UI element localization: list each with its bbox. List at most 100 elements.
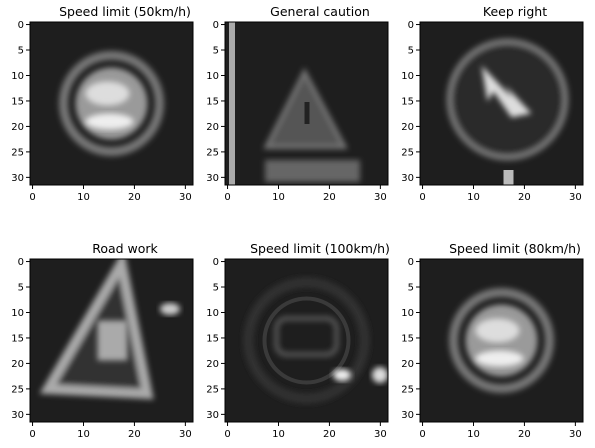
x-tick-label: 0 <box>224 192 230 203</box>
x-tick-label: 20 <box>128 192 141 203</box>
panel-title: Speed limit (80km/h) <box>449 241 581 256</box>
y-tick-label: 30 <box>206 173 219 184</box>
x-tick-label: 10 <box>272 429 285 440</box>
sign-exclamation <box>304 102 310 124</box>
y-tick-label: 20 <box>11 122 24 133</box>
y-tick-label: 0 <box>213 20 219 31</box>
sign-arrow <box>481 65 532 118</box>
y-tick-label: 0 <box>408 257 414 268</box>
y-tick-label: 10 <box>206 71 219 82</box>
axes-frame <box>29 21 194 186</box>
y-tick-label: 25 <box>401 384 414 395</box>
light-spot <box>333 369 351 381</box>
axes-frame <box>224 21 389 186</box>
x-tick-label: 30 <box>179 429 192 440</box>
y-tick-label: 25 <box>206 384 219 395</box>
axes-0: 0 5 10 15 20 25 30 0 10 20 30 <box>11 20 194 203</box>
sign-pole <box>503 170 514 185</box>
y-tick-label: 30 <box>11 410 24 421</box>
sign-inner-ring <box>262 296 351 385</box>
sign-digits-glow <box>475 318 520 343</box>
y-tick-label: 25 <box>11 147 24 158</box>
sign-plate <box>265 160 360 182</box>
sign-ring <box>449 288 554 393</box>
y-tick-label: 30 <box>401 173 414 184</box>
x-tick-label: 30 <box>374 429 387 440</box>
panel-title: Keep right <box>482 4 548 19</box>
panel-title: Speed limit (100km/h) <box>250 241 390 256</box>
sign-image <box>30 22 193 185</box>
y-tick-label: 5 <box>18 283 24 294</box>
y-tick-label: 5 <box>18 46 24 57</box>
y-tick-label: 30 <box>11 173 24 184</box>
y-tick-label: 5 <box>213 46 219 57</box>
sign-ring <box>243 277 370 404</box>
background-patch <box>160 303 180 315</box>
y-tick-label: 20 <box>401 122 414 133</box>
x-tick-label: 20 <box>128 429 141 440</box>
sign-image <box>225 259 388 422</box>
y-tick-label: 25 <box>401 147 414 158</box>
y-tick-label: 0 <box>213 257 219 268</box>
sign-figure <box>97 320 128 361</box>
x-tick-label: 20 <box>323 429 336 440</box>
y-tick-label: 15 <box>401 96 414 107</box>
y-tick-label: 5 <box>408 283 414 294</box>
sign-ring <box>59 51 164 156</box>
x-tick-label: 30 <box>569 192 582 203</box>
y-tick-label: 30 <box>206 410 219 421</box>
x-tick-label: 20 <box>518 429 531 440</box>
sign-digits-glow <box>85 113 134 130</box>
x-tick-label: 0 <box>29 192 35 203</box>
y-tick-label: 20 <box>206 359 219 370</box>
y-tick-label: 25 <box>206 147 219 158</box>
y-tick-label: 15 <box>11 333 24 344</box>
axes-2: 0 5 10 15 20 25 30 0 10 20 30 <box>401 20 584 203</box>
x-tick-label: 10 <box>467 192 480 203</box>
x-tick-label: 10 <box>77 192 90 203</box>
axes-frame <box>29 258 194 423</box>
y-tick-label: 10 <box>401 308 414 319</box>
y-tick-label: 25 <box>11 384 24 395</box>
y-tick-label: 15 <box>11 96 24 107</box>
x-tick-label: 30 <box>374 192 387 203</box>
sign-image <box>225 22 388 185</box>
x-tick-label: 0 <box>29 429 35 440</box>
axes-5: 0 5 10 15 20 25 30 0 10 20 30 <box>401 257 584 440</box>
axes-frame <box>419 21 584 186</box>
y-tick-label: 10 <box>11 308 24 319</box>
y-tick-label: 0 <box>18 20 24 31</box>
y-tick-label: 0 <box>408 20 414 31</box>
axes-3: 0 5 10 15 20 25 30 0 10 20 30 <box>11 257 194 440</box>
y-tick-label: 20 <box>11 359 24 370</box>
y-tick-label: 5 <box>408 46 414 57</box>
x-tick-label: 10 <box>77 429 90 440</box>
sign-digits-glow <box>475 350 524 367</box>
panel-title: Road work <box>92 241 158 256</box>
image-panel-speed-limit-50: Speed limit (50km/h) 0 5 10 15 20 25 30 0 10 20 30 <box>11 0 220 203</box>
axes-4: 0 5 10 15 20 25 30 0 10 20 30 <box>206 257 389 440</box>
image-panel-general-caution: General caution 0 5 10 15 20 25 30 0 10 20 30 <box>206 0 415 203</box>
image-panel-speed-limit-80: Speed limit (80km/h) 0 5 10 15 20 25 30 0 10 20 30 <box>401 237 595 440</box>
image-panel-speed-limit-100: Speed limit (100km/h) 0 5 10 15 20 25 30 0 10 20 3… <box>206 237 415 440</box>
x-tick-label: 20 <box>518 192 531 203</box>
y-tick-label: 15 <box>206 96 219 107</box>
light-spot <box>372 367 388 383</box>
image-edge-bar <box>229 22 235 185</box>
panel-title: Speed limit (50km/h) <box>59 4 191 19</box>
axes-frame <box>419 258 584 423</box>
image-panel-keep-right: Keep right 0 5 10 15 20 25 30 0 10 20 30 <box>401 0 595 203</box>
x-tick-label: 20 <box>323 192 336 203</box>
x-tick-label: 0 <box>224 429 230 440</box>
y-tick-label: 20 <box>401 359 414 370</box>
sign-digits <box>274 316 339 357</box>
y-tick-label: 15 <box>401 333 414 344</box>
sign-digits-glow <box>85 81 130 106</box>
x-tick-label: 10 <box>467 429 480 440</box>
sign-image <box>420 22 583 185</box>
x-tick-label: 0 <box>419 192 425 203</box>
y-tick-label: 5 <box>213 283 219 294</box>
y-tick-label: 10 <box>401 71 414 82</box>
x-tick-label: 30 <box>179 192 192 203</box>
panel-title: General caution <box>270 4 370 19</box>
